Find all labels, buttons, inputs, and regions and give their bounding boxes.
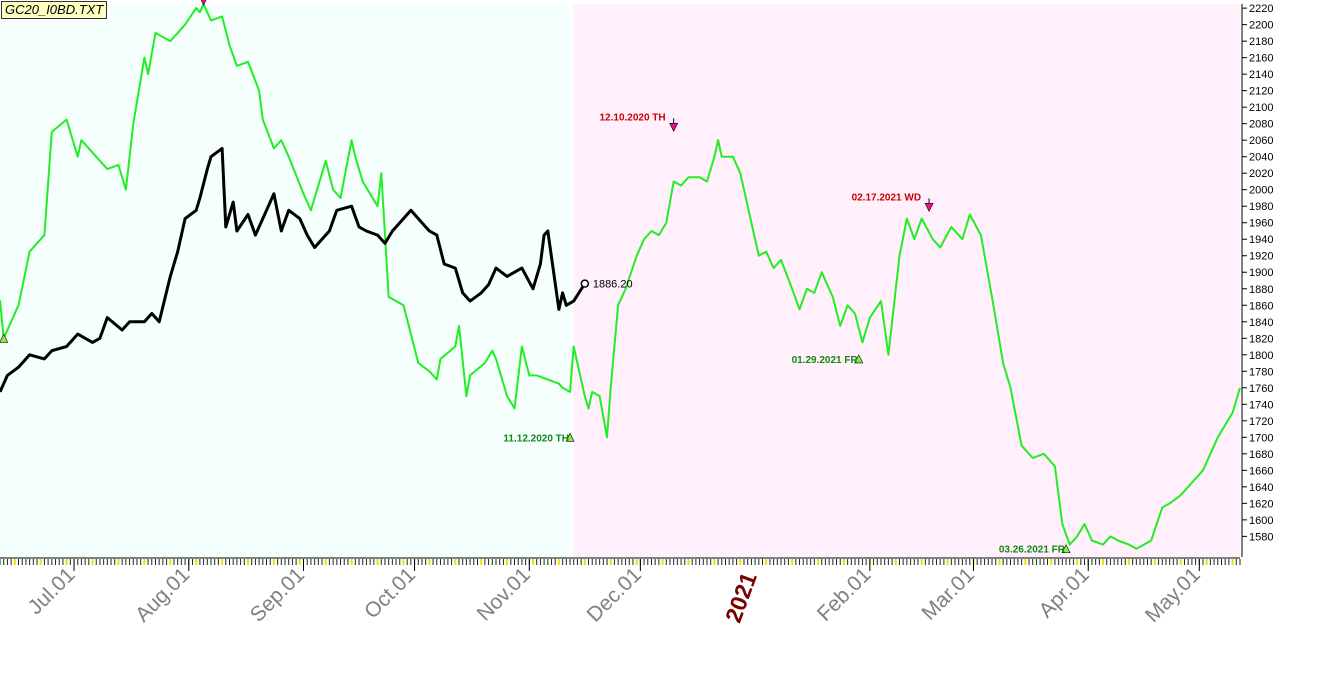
y-tick-label: 1960 [1249,218,1273,230]
month-label: May.01 [1141,563,1205,627]
y-tick-label: 2020 [1249,168,1273,180]
y-tick-label: 1620 [1249,498,1273,510]
y-tick-label: 1600 [1249,515,1273,527]
y-tick-label: 2200 [1249,20,1273,32]
top-label: 12.10.2020 TH [599,112,665,123]
month-label: Jul.01 [24,563,80,619]
y-tick-label: 2160 [1249,53,1273,65]
y-tick-label: 2220 [1249,3,1273,15]
month-label: Apr.01 [1035,563,1094,622]
month-label: Aug.01 [131,563,194,626]
y-tick-label: 1800 [1249,350,1273,362]
y-tick-label: 1780 [1249,366,1273,378]
y-tick-label: 1900 [1249,267,1273,279]
forecast-line [0,3,1241,550]
y-tick-label: 2040 [1249,152,1273,164]
bottom-label: 01.29.2021 FR [792,355,859,366]
year-label: 2021 [720,569,762,626]
bottom-marker [1061,544,1071,554]
bottom-label: 11.12.2020 TH [503,433,569,444]
y-tick-label: 2120 [1249,86,1273,98]
bottom-label: 03.26.2021 FR [999,545,1066,556]
y-tick-label: 1760 [1249,383,1273,395]
y-tick-label: 2100 [1249,102,1273,114]
price-line [0,146,587,393]
y-tick-label: 1680 [1249,449,1273,461]
top-marker [669,122,679,132]
y-tick-label: 2000 [1249,185,1273,197]
y-tick-label: 1820 [1249,333,1273,345]
y-tick-label: 2080 [1249,119,1273,131]
history-region [0,4,574,557]
y-tick-label: 2180 [1249,36,1273,48]
month-label: Dec.01 [583,563,646,626]
y-tick-label: 1880 [1249,284,1273,296]
month-label: Oct.01 [360,563,420,623]
y-tick-label: 1980 [1249,201,1273,213]
month-label: Nov.01 [473,563,535,625]
bottom-marker [0,333,9,343]
symbol-label: GC20_I0BD.TXT [1,1,108,19]
y-tick-label: 2140 [1249,69,1273,81]
y-tick-label: 1580 [1249,531,1273,543]
last-value-marker [580,279,590,288]
month-label: Sep.01 [246,563,309,626]
y-tick-label: 1700 [1249,432,1273,444]
y-tick-label: 1840 [1249,317,1273,329]
y-tick-label: 1660 [1249,465,1273,477]
month-label: Mar.01 [917,563,979,625]
y-tick-label: 2060 [1249,135,1273,147]
y-tick-label: 1640 [1249,482,1273,494]
top-marker [200,0,207,6]
bottom-marker [854,354,864,364]
bottom-marker [565,432,575,442]
y-tick-label: 1860 [1249,300,1273,312]
month-label: Feb.01 [813,563,876,626]
y-tick-label: 1920 [1249,251,1273,263]
last-value-label: 1886.20 [593,279,633,291]
y-tick-label: 1940 [1249,234,1273,246]
projection-region [573,4,1240,557]
y-tick-label: 1720 [1249,416,1273,428]
y-tick-label: 1740 [1249,399,1273,411]
top-marker [924,203,934,213]
top-label: 02.17.2021 WD [852,192,922,203]
